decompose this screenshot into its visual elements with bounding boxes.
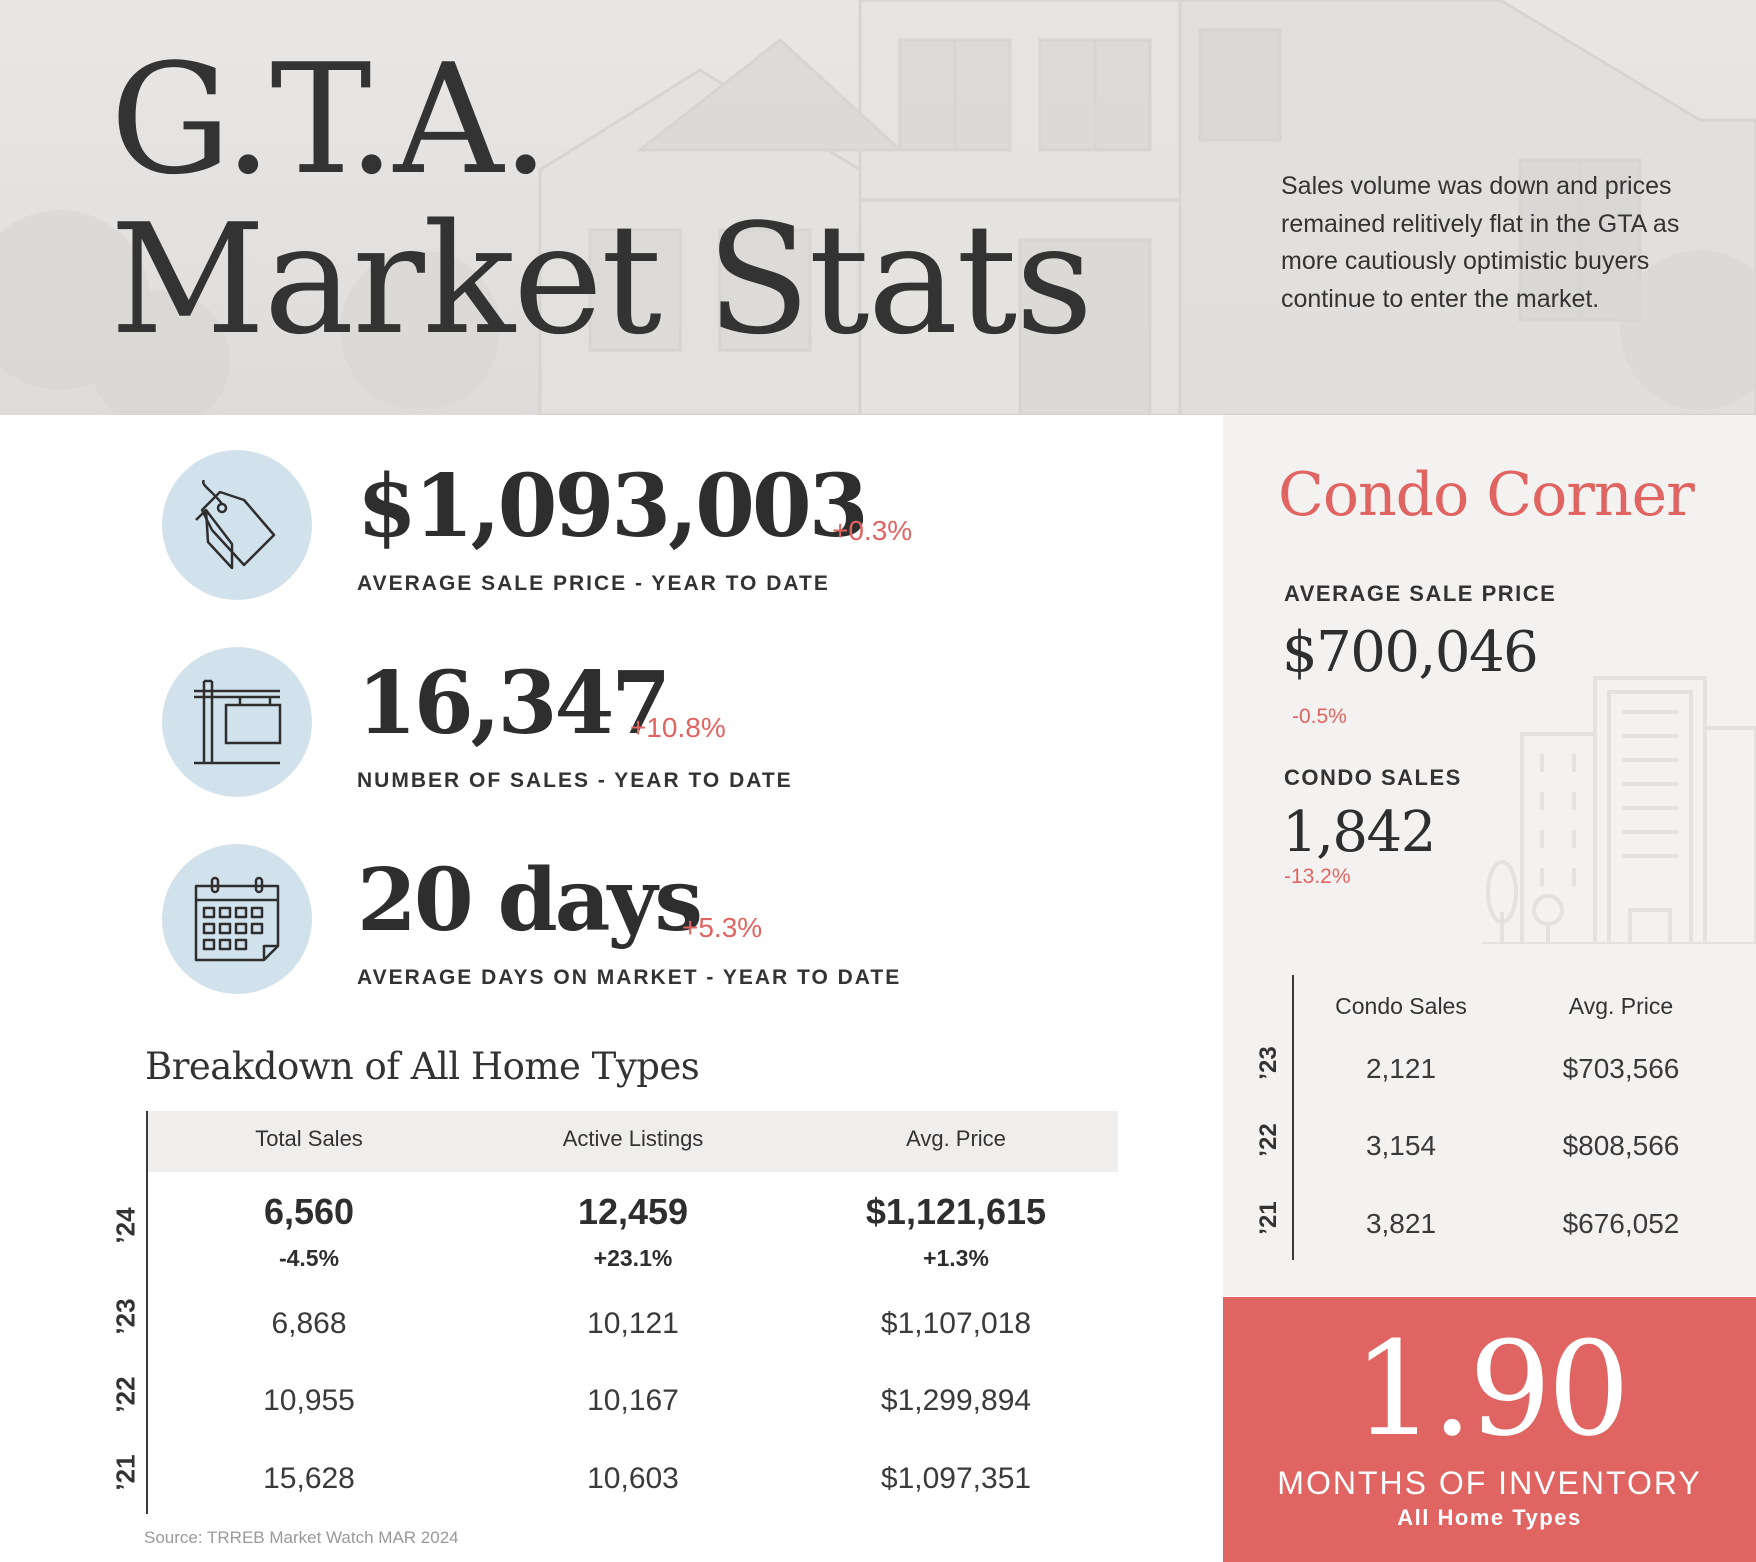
buildings-illustration <box>1482 676 1756 944</box>
column-header-active-listings: Active Listings <box>562 1126 704 1151</box>
stat-label: AVERAGE SALE PRICE - YEAR TO DATE <box>357 572 830 595</box>
stat-label: AVERAGE DAYS ON MARKET - YEAR TO DATE <box>357 966 902 989</box>
inventory-value: 1.90 <box>1352 1313 1630 1465</box>
stat-value: $1,093,003 <box>357 456 869 557</box>
year-label: ’23 <box>1255 1046 1282 1080</box>
stat-average-sale-price: $1,093,003 +0.3% AVERAGE SALE PRICE - YE… <box>162 450 1062 600</box>
table-cell-active-listings: 10,603 <box>587 1462 679 1495</box>
intro-text: Sales volume was down and prices remaine… <box>1281 172 1680 313</box>
column-header-total-sales: Total Sales <box>255 1126 363 1151</box>
condo-column-header-sales: Condo Sales <box>1335 993 1467 1019</box>
table-cell-active-listings: 10,167 <box>587 1384 679 1417</box>
inventory-label: MONTHS OF INVENTORY <box>1277 1465 1702 1501</box>
title-line-2: Market Stats <box>110 191 1093 368</box>
stat-change: +0.3% <box>832 515 913 546</box>
column-header-avg-price: Avg. Price <box>906 1126 1006 1151</box>
condo-price-label: AVERAGE SALE PRICE <box>1284 581 1557 606</box>
house-photo-background <box>0 0 1756 415</box>
header-banner: G.T.A. Market Stats Sales volume was dow… <box>0 0 1756 415</box>
condo-sales-change: -13.2% <box>1284 865 1351 888</box>
stat-days-on-market: 20 days +5.3% AVERAGE DAYS ON MARKET - Y… <box>162 844 1062 994</box>
breakdown-header-row <box>147 1111 1118 1172</box>
year-label: ’21 <box>1255 1201 1282 1235</box>
year-label: ’23 <box>110 1298 141 1335</box>
page-title: G.T.A. Market Stats <box>110 31 1093 368</box>
table-cell-active-listings: 12,459 <box>577 1191 689 1232</box>
stat-value: 16,347 <box>357 653 671 754</box>
stat-icon-circle <box>162 844 312 994</box>
sale-sign-icon <box>194 679 282 765</box>
condo-table-cell-sales: 3,154 <box>1365 1130 1437 1161</box>
table-cell-active-listings: 10,121 <box>587 1307 679 1340</box>
condo-table-divider <box>1292 975 1294 1260</box>
title-line-1: G.T.A. <box>110 31 550 208</box>
table-cell-avg-price: $1,299,894 <box>880 1384 1032 1417</box>
condo-price-change: -0.5% <box>1292 705 1347 728</box>
table-cell-avg-price: $1,121,615 <box>865 1191 1047 1232</box>
year-label: ’24 <box>110 1207 141 1244</box>
stat-number-of-sales: 16,347 +10.8% NUMBER OF SALES - YEAR TO … <box>162 647 1062 797</box>
year-label: ’21 <box>110 1454 141 1491</box>
stat-change: +5.3% <box>682 912 763 943</box>
condo-table-cell-avg-price: $808,566 <box>1562 1130 1680 1161</box>
condo-corner-title: Condo Corner <box>1278 460 1695 530</box>
condo-table-cell-avg-price: $703,566 <box>1562 1053 1680 1084</box>
table-cell-change: +23.1% <box>593 1245 673 1271</box>
stat-label: NUMBER OF SALES - YEAR TO DATE <box>357 769 793 792</box>
table-cell-change: +1.3% <box>923 1245 989 1271</box>
price-tag-icon <box>195 480 276 570</box>
condo-table-cell-avg-price: $676,052 <box>1562 1208 1680 1239</box>
stat-icon-circle <box>162 450 312 600</box>
table-cell-total-sales: 6,868 <box>271 1307 347 1340</box>
condo-table-cell-sales: 2,121 <box>1365 1053 1437 1084</box>
table-cell-avg-price: $1,107,018 <box>880 1307 1032 1340</box>
condo-table-cell-sales: 3,821 <box>1365 1208 1437 1239</box>
year-label: ’22 <box>1255 1123 1282 1157</box>
stat-icon-circle <box>162 647 312 797</box>
table-cell-total-sales: 10,955 <box>263 1384 355 1417</box>
condo-sales-value: 1,842 <box>1282 800 1436 865</box>
stat-change: +10.8% <box>630 712 726 743</box>
stat-value: 20 days <box>357 850 703 951</box>
table-cell-change: -4.5% <box>278 1245 340 1271</box>
table-cell-avg-price: $1,097,351 <box>880 1462 1032 1495</box>
condo-column-header-avg-price: Avg. Price <box>1568 993 1674 1019</box>
months-of-inventory-panel: 1.90 MONTHS OF INVENTORY All Home Types <box>1223 1297 1756 1562</box>
inventory-sublabel: All Home Types <box>1397 1505 1582 1530</box>
condo-price-value: $700,046 <box>1282 620 1539 685</box>
table-cell-total-sales: 15,628 <box>263 1462 355 1495</box>
breakdown-title: Breakdown of All Home Types <box>145 1045 700 1088</box>
year-label: ’22 <box>110 1376 141 1413</box>
calendar-icon <box>194 876 280 962</box>
breakdown-divider <box>146 1111 148 1514</box>
source-note: Source: TRREB Market Watch MAR 2024 <box>144 1528 459 1547</box>
condo-sales-label: CONDO SALES <box>1284 765 1462 790</box>
table-cell-total-sales: 6,560 <box>263 1191 355 1232</box>
